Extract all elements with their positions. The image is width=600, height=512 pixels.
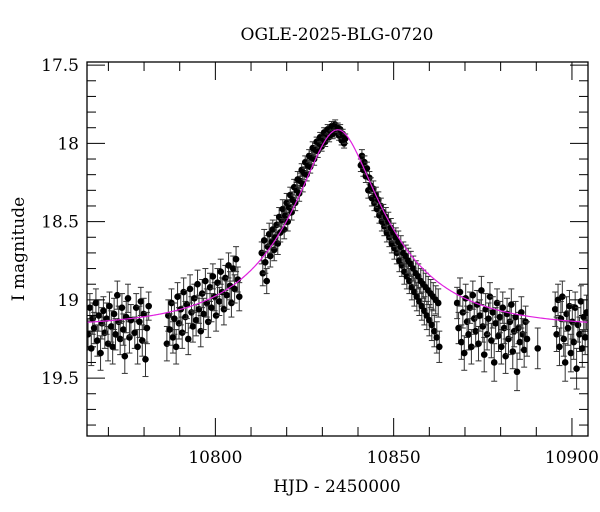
data-point: [492, 307, 499, 340]
x-axis-tick-labels: 10800 10850 10900: [188, 448, 599, 468]
data-point: [577, 285, 585, 318]
data-point: [136, 305, 143, 338]
data-point: [490, 343, 498, 382]
data-point: [189, 310, 197, 343]
data-point: [171, 302, 178, 335]
data-point: [456, 277, 464, 307]
y-tick-label: 19.5: [41, 369, 79, 389]
plot-area: [87, 119, 588, 392]
data-point: [131, 316, 139, 349]
model-curve: [87, 129, 588, 323]
axis-ticks: [87, 62, 588, 436]
data-point: [485, 302, 492, 335]
data-point: [142, 341, 149, 378]
data-point: [518, 296, 525, 329]
data-point: [92, 288, 100, 318]
data-point: [126, 321, 133, 354]
data-point: [472, 315, 479, 348]
y-tick-label: 19: [57, 291, 79, 311]
data-point: [564, 310, 572, 346]
data-point: [217, 258, 225, 285]
y-tick-label: 18.5: [41, 213, 79, 233]
data-point: [468, 329, 475, 365]
data-point: [198, 279, 206, 309]
data-point: [556, 327, 563, 367]
data-point: [172, 329, 180, 365]
data-point: [124, 283, 132, 313]
y-tick-label: 18: [57, 134, 79, 154]
data-point: [116, 322, 124, 356]
data-point: [114, 280, 121, 310]
data-point: [566, 289, 573, 323]
data-point: [263, 268, 271, 295]
data-point: [573, 347, 580, 390]
x-axis-label: HJD - 2450000: [273, 477, 401, 497]
data-point: [397, 235, 405, 259]
data-point: [428, 308, 436, 342]
data-point: [232, 246, 240, 273]
y-axis-label: I magnitude: [9, 197, 29, 301]
y-tick-label: 17.5: [41, 56, 79, 76]
data-point: [231, 274, 238, 304]
data-point: [106, 291, 113, 321]
x-tick-label: 10850: [367, 448, 421, 468]
data-point: [118, 293, 126, 323]
data-point: [121, 338, 129, 374]
x-tick-label: 10900: [545, 448, 599, 468]
data-point: [534, 327, 542, 370]
data-point: [465, 318, 472, 351]
data-point: [184, 322, 192, 356]
data-point: [460, 335, 468, 371]
data-points: [87, 119, 588, 392]
data-point: [523, 321, 531, 357]
data-point: [434, 288, 442, 318]
data-point: [436, 330, 443, 363]
data-point: [225, 252, 232, 279]
data-point: [583, 294, 588, 331]
data-point: [261, 250, 269, 274]
data-point: [194, 269, 201, 299]
data-point: [431, 315, 438, 348]
data-point: [499, 291, 507, 324]
data-point: [90, 311, 98, 345]
plot-frame: [86, 61, 589, 437]
data-point: [551, 291, 559, 327]
y-axis-tick-labels: 17.5 18 18.5 19 19.5: [41, 56, 79, 389]
data-point: [557, 300, 565, 337]
chart-title: OGLE-2025-BLG-0720: [241, 25, 434, 45]
data-point: [209, 263, 217, 290]
data-point: [559, 280, 566, 313]
data-point: [508, 288, 515, 321]
data-point: [112, 318, 119, 351]
x-tick-label: 10800: [188, 448, 242, 468]
data-point: [560, 321, 568, 357]
data-point: [110, 297, 118, 331]
data-point: [269, 219, 277, 240]
data-point: [266, 244, 274, 268]
data-point: [204, 305, 212, 338]
data-point: [202, 268, 209, 295]
data-point: [469, 280, 477, 310]
data-point: [581, 319, 588, 356]
data-point: [97, 335, 104, 371]
data-point: [100, 296, 107, 326]
data-point: [513, 352, 521, 392]
data-point: [561, 343, 569, 382]
data-point: [570, 324, 578, 360]
data-point: [174, 282, 181, 312]
data-point: [498, 329, 505, 365]
data-point: [516, 324, 524, 360]
data-point: [186, 274, 194, 304]
